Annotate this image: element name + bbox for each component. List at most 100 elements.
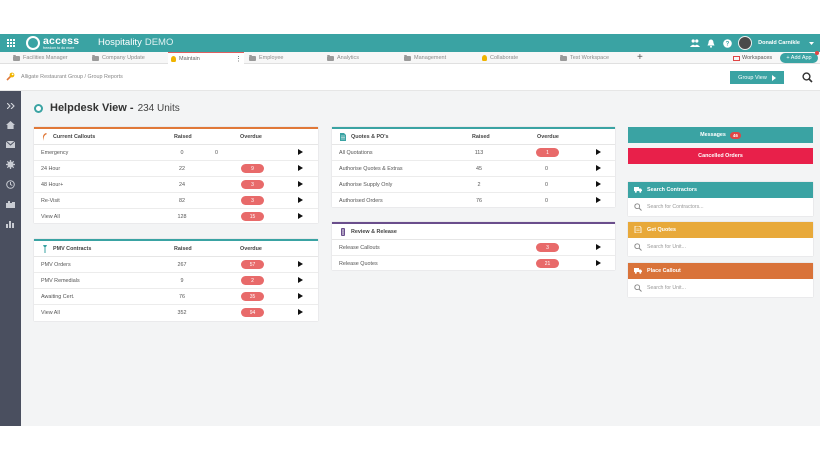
overdue-badge[interactable]: 57 [241,260,264,269]
clock-icon[interactable] [5,179,16,189]
search-contractors-box: Search Contractors Search for Contractor… [628,182,813,216]
bell-icon[interactable] [706,38,716,48]
go-arrow-icon[interactable] [298,309,303,315]
search-icon[interactable] [802,72,813,83]
tab-test-workspace[interactable]: Test Workspace [560,52,609,64]
overdue-badge[interactable]: 35 [241,292,264,301]
overdue-badge[interactable]: 21 [536,259,559,268]
go-arrow-icon[interactable] [298,293,303,299]
app-grid-icon[interactable] [0,34,22,52]
review-release-card: Review & Release Release Callouts 3 Rele… [332,222,615,270]
search-placeholder: Search for Unit... [647,244,686,250]
table-row[interactable]: Authorise Quotes & Extras 45 0 [332,161,615,177]
place-callout-input[interactable]: Search for Unit... [628,279,813,297]
messages-button[interactable]: Messages 46 [628,127,813,143]
go-arrow-icon[interactable] [596,181,601,187]
go-arrow-icon[interactable] [298,213,303,219]
row-label: PMV Orders [41,262,71,268]
go-arrow-icon[interactable] [298,181,303,187]
overdue-badge[interactable]: 2 [241,276,264,285]
column-overdue: Overdue [240,246,262,252]
group-view-button[interactable]: Group View [730,71,784,84]
table-row[interactable]: Release Callouts 3 [332,240,615,256]
row-label: PMV Remedials [41,278,80,284]
tab-maintain[interactable]: Maintain ⋮ [168,52,244,64]
overdue-badge[interactable]: 94 [241,308,264,317]
tab-menu-icon[interactable]: ⋮ [235,55,242,63]
table-row[interactable]: 24 Hour 22 9 [34,161,318,177]
table-row[interactable]: Awaiting Cert. 76 35 [34,289,318,305]
overdue-badge[interactable]: 1 [536,148,559,157]
tab-facilities-manager[interactable]: Facilities Manager [13,52,68,64]
tab-label: Maintain [179,55,200,62]
row-raised: 0 [180,150,184,156]
workspaces-button[interactable]: Workspaces [733,53,772,63]
tab-label: Facilities Manager [23,55,68,61]
people-icon[interactable] [690,38,701,48]
gear-icon[interactable] [5,159,16,169]
add-app-button[interactable]: + Add App [780,51,819,63]
overdue-badge[interactable]: 9 [241,164,264,173]
group-view-label: Group View [738,74,767,81]
overdue-badge[interactable]: 15 [241,212,264,221]
search-contractors-input[interactable]: Search for Contractors... [628,198,813,216]
tab-company-update[interactable]: Company Update [92,52,145,64]
user-avatar[interactable] [738,36,753,50]
row-label: 48 Hour+ [41,182,64,188]
maintain-icon [171,55,176,62]
expand-sidebar-icon[interactable] [5,101,16,111]
go-arrow-icon[interactable] [596,149,601,155]
go-arrow-icon[interactable] [596,244,601,250]
go-arrow-icon[interactable] [298,261,303,267]
place-callout-box: Place Callout Search for Unit... [628,263,813,297]
table-row[interactable]: 48 Hour+ 24 3 [34,177,318,193]
get-quotes-header: Get Quotes [628,222,813,238]
go-arrow-icon[interactable] [298,149,303,155]
building-icon[interactable] [5,199,16,209]
tab-collaborate[interactable]: Collaborate [482,52,518,64]
breadcrumb[interactable]: Alligate Restaurant Group / Group Report… [21,74,123,80]
inbox-icon[interactable] [5,139,16,149]
chevron-down-icon[interactable] [806,38,816,48]
go-arrow-icon[interactable] [298,197,303,203]
add-tab-button[interactable]: + [637,52,643,63]
table-row[interactable]: PMV Orders 267 57 [34,257,318,273]
table-row[interactable]: View All 352 94 [34,305,318,321]
bar-chart-icon[interactable] [5,219,16,229]
get-quotes-input[interactable]: Search for Unit... [628,238,813,256]
tab-analytics[interactable]: Analytics [327,52,359,64]
table-row[interactable]: All Quotations 113 1 [332,145,615,161]
go-arrow-icon[interactable] [596,165,601,171]
overdue-badge[interactable]: 3 [241,180,264,189]
access-logo[interactable]: access freedom to do more [26,36,79,51]
column-raised: Raised [174,134,192,140]
go-arrow-icon[interactable] [596,260,601,266]
tab-label: Employee [259,55,284,61]
help-icon[interactable]: ? [722,38,732,48]
table-row[interactable]: Authorise Supply Only 2 0 [332,177,615,193]
table-row[interactable]: PMV Remedials 9 2 [34,273,318,289]
username[interactable]: Donald Carnikle [758,40,800,46]
row-raised: 352 [177,310,187,316]
tab-label: Company Update [102,55,145,61]
table-row[interactable]: Release Quotes 21 [332,256,615,272]
truck-icon [634,187,642,193]
top-right-controls: ? Donald Carnikle [690,34,816,52]
tab-label: Analytics [337,55,360,61]
tab-management[interactable]: Management [404,52,446,64]
row-overdue: 0 [545,166,548,172]
overdue-badge[interactable]: 3 [241,196,264,205]
tab-employee[interactable]: Employee [249,52,283,64]
row-label: Release Callouts [339,245,380,251]
go-arrow-icon[interactable] [298,165,303,171]
overdue-badge[interactable]: 3 [536,243,559,252]
table-row[interactable]: Authorised Orders 76 0 [332,193,615,209]
go-arrow-icon[interactable] [596,197,601,203]
row-raised: 128 [177,214,187,220]
table-row[interactable]: Emergency 0 0 [34,145,318,161]
go-arrow-icon[interactable] [298,277,303,283]
table-row[interactable]: View All 128 15 [34,209,318,225]
table-row[interactable]: Re-Visit 82 3 [34,193,318,209]
home-icon[interactable] [5,120,16,130]
cancelled-orders-button[interactable]: Cancelled Orders [628,148,813,164]
